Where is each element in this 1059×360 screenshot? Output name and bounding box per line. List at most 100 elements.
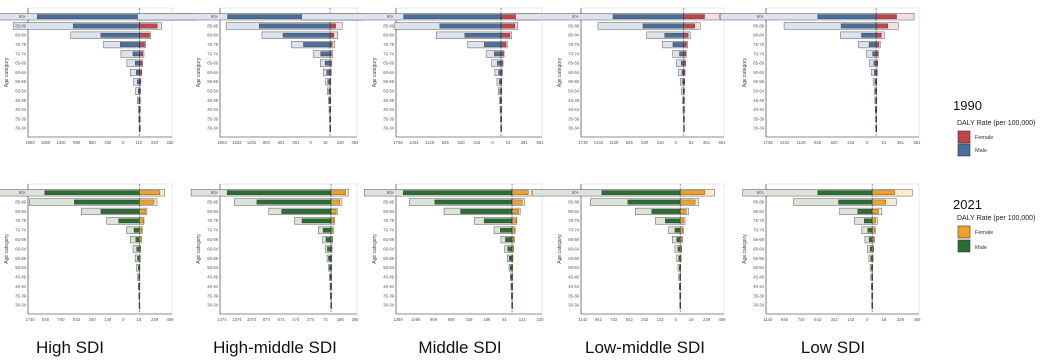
bar-male (484, 42, 502, 47)
bar-female (139, 209, 146, 214)
bar-male (499, 79, 502, 85)
y-tick-label: 30-34 (568, 126, 579, 131)
y-tick-label: 65-69 (383, 237, 394, 242)
y-tick-label: 35-39 (753, 293, 764, 298)
bar-male (135, 237, 140, 242)
y-tick-label: 85-89 (753, 23, 764, 28)
y-tick-label: 55-59 (207, 256, 218, 261)
bar-male (325, 237, 332, 242)
x-tick-label: 216 (657, 140, 665, 145)
y-tick-label: 40-44 (568, 284, 579, 289)
legend-swatch-male (957, 143, 971, 157)
bar-male (676, 237, 681, 242)
x-tick-label: 220 (537, 317, 545, 322)
bar-female (683, 51, 686, 57)
x-tick-label: 825 (814, 140, 822, 145)
y-tick-label: 55-59 (753, 79, 764, 84)
y-tick-label: 60-64 (568, 70, 579, 75)
x-tick-label: 330 (104, 140, 112, 145)
y-tick-label: 85-89 (15, 23, 26, 28)
y-tick-label: 70-74 (383, 51, 394, 56)
bar-male (840, 23, 877, 29)
y-tick-label: 75-79 (753, 218, 764, 223)
bar-female (139, 60, 143, 66)
x-tick-label: 61 (506, 140, 511, 145)
bar-female (329, 60, 332, 66)
bar-female (139, 227, 142, 233)
x-tick-label: 1389 (393, 317, 403, 322)
x-tick-label: 520 (458, 140, 466, 145)
x-tick-label: 1142 (578, 317, 588, 322)
y-tick-label: 60-64 (568, 246, 579, 251)
legend-year: 1990 (953, 98, 982, 113)
bar-male (838, 199, 873, 205)
x-tick-label: 156 (337, 317, 345, 322)
x-tick-label: 248 (337, 140, 345, 145)
x-tick-label: 740 (58, 317, 66, 322)
x-tick-label: 286 (352, 317, 360, 322)
bar-female (511, 265, 513, 271)
x-tick-label: 542 (626, 317, 634, 322)
x-tick-label: 361 (703, 140, 711, 145)
panel-titles: High SDI High-middle SDI Middle SDI Low-… (36, 338, 865, 357)
x-tick-label: 1434 (780, 140, 790, 145)
y-tick-label: 75-79 (753, 42, 764, 47)
bar-female (875, 42, 880, 47)
y-tick-label: 60-64 (753, 70, 764, 75)
x-tick-label: 18 (137, 317, 142, 322)
y-tick-label: 35-39 (568, 116, 579, 121)
y-tick-label: 60-64 (383, 246, 394, 251)
bar-female (511, 227, 515, 233)
x-tick-label: 1202 (247, 140, 257, 145)
bar-male (681, 70, 684, 75)
bar-female (500, 88, 502, 94)
bar-male (132, 51, 140, 57)
panels-group: 90+ 85-89 80-84 75-79 70-74 65-69 60-64 55-59 50… (0, 7, 921, 322)
bar-female (871, 227, 875, 233)
y-tick-label: 30-34 (753, 126, 764, 131)
x-tick-label: 1129 (425, 140, 435, 145)
y-tick-label: 45-49 (383, 98, 394, 103)
y-tick-label: 65-69 (15, 61, 26, 66)
bar-female (683, 14, 705, 19)
bar-male (118, 218, 140, 224)
x-tick-label: 61 (882, 140, 887, 145)
y-tick-label: 45-49 (383, 275, 394, 280)
bar-male (664, 32, 684, 38)
y-tick-label: 30-34 (207, 126, 218, 131)
bar-female (680, 302, 681, 308)
y-tick-label: 90+ (387, 14, 395, 19)
y-tick-label: 60-64 (207, 246, 218, 251)
bar-female (511, 190, 529, 196)
bar-female (330, 190, 346, 196)
x-tick-label: 110 (136, 140, 143, 145)
y-tick-label: 50-54 (383, 89, 394, 94)
bar-female (330, 237, 333, 242)
bar-female (683, 88, 685, 94)
x-tick-label: 1434 (409, 140, 419, 145)
y-tick-label: 40-44 (207, 284, 218, 289)
bar-male (136, 70, 140, 75)
bar-female (871, 199, 886, 205)
x-tick-label: 239 (151, 317, 159, 322)
bar-female (871, 237, 875, 242)
y-tick-label: 50-54 (568, 265, 579, 270)
x-tick-label: 61 (502, 317, 507, 322)
y-tick-label: 85-89 (383, 23, 394, 28)
y-tick-label: 45-49 (207, 275, 218, 280)
bar-male (403, 190, 513, 196)
bar-female (139, 190, 161, 196)
y-tick-label: 80-84 (568, 33, 579, 38)
x-tick-label: 660 (89, 140, 97, 145)
y-tick-label: 90+ (211, 14, 219, 19)
x-tick-label: 940 (781, 317, 789, 322)
bar-female (511, 302, 513, 308)
legend-year: 2021 (953, 197, 982, 212)
panel-low-middle-sdi-2021: 90+ 85-89 80-84 75-79 70-74 65-69 60-64 55-59 50… (532, 183, 726, 322)
y-tick-label: 30-34 (753, 303, 764, 308)
x-tick-label: 1502 (232, 140, 242, 145)
y-axis-label: Age category (557, 57, 563, 87)
bar-male (73, 23, 140, 29)
bar-male (133, 227, 140, 233)
x-tick-label: 19 (689, 317, 694, 322)
